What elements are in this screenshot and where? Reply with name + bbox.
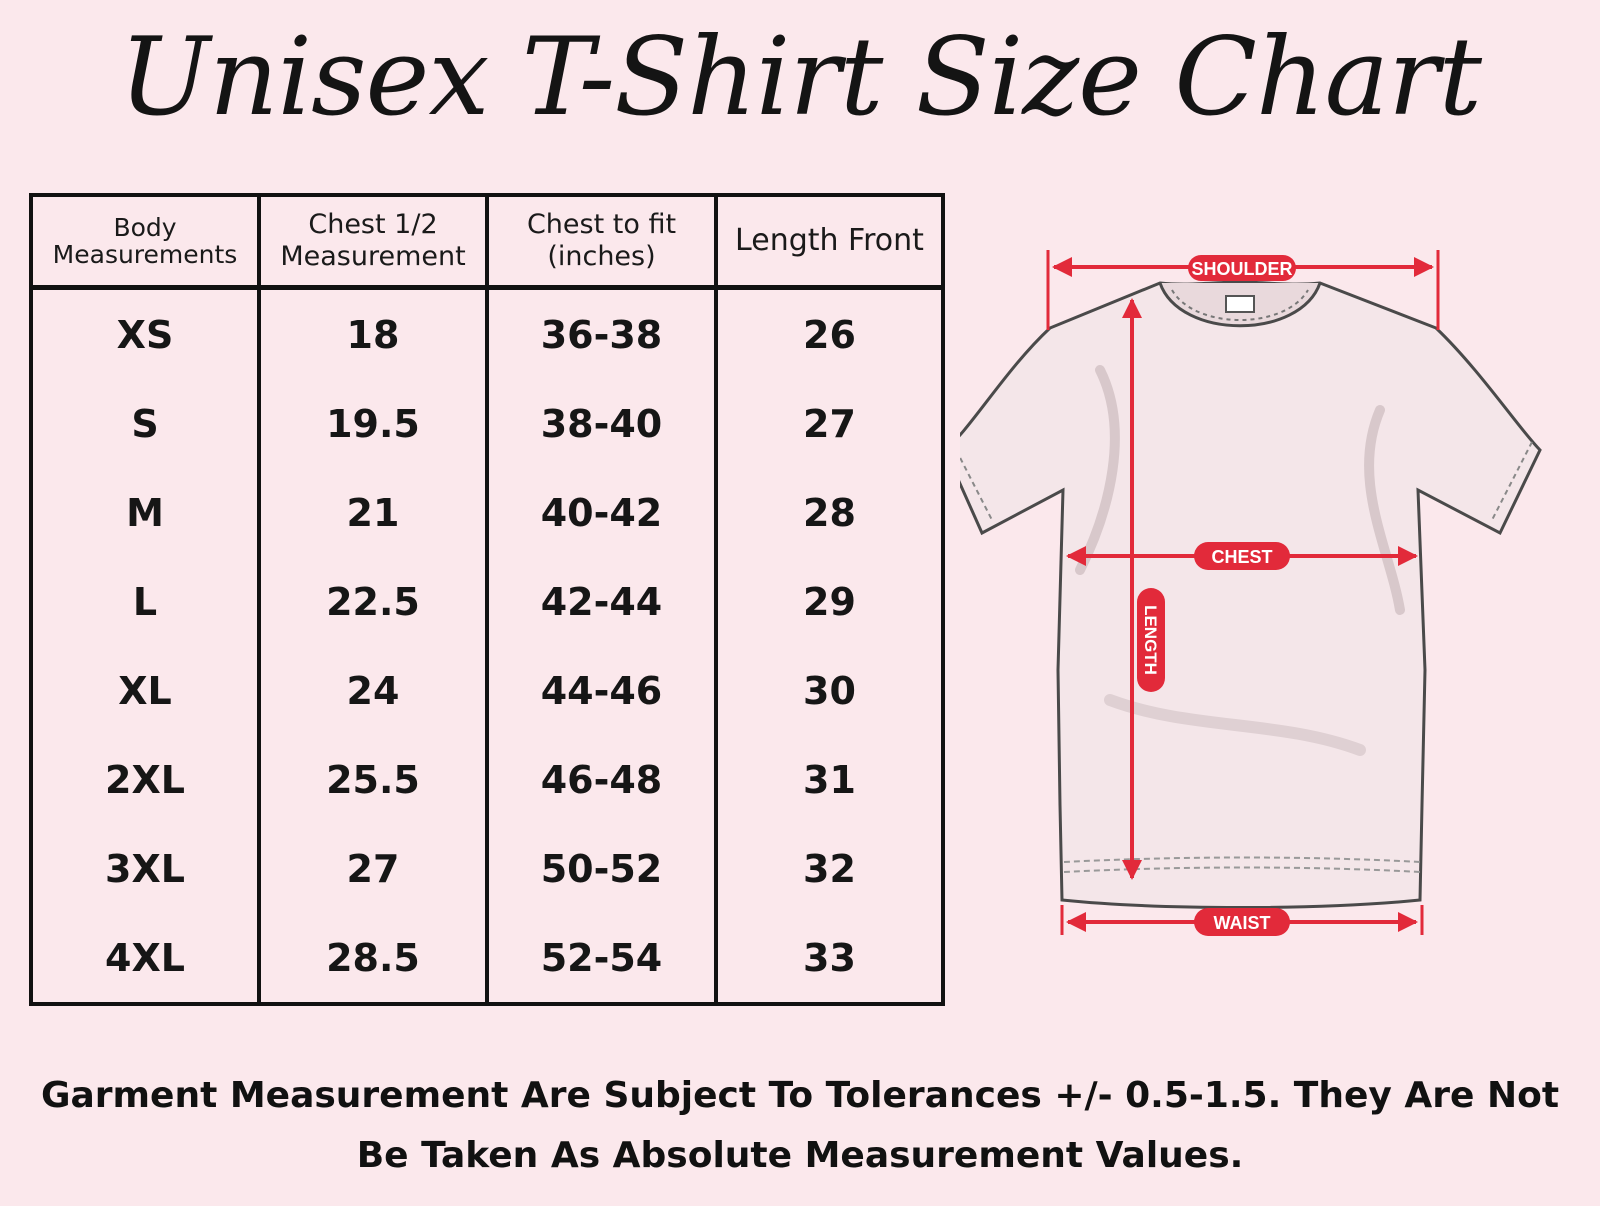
table-row: S 19.5 38-40 27 <box>29 379 945 468</box>
tolerance-note: Garment Measurement Are Subject To Toler… <box>0 1066 1600 1186</box>
chest-half-cell: 18 <box>257 287 489 379</box>
length-front-cell: 27 <box>714 379 945 468</box>
size-cell: XL <box>29 646 261 735</box>
chest-fit-cell: 46-48 <box>485 735 718 824</box>
waist-measure: WAIST <box>1060 905 1424 936</box>
table-header-row: Body Measurements Chest 1/2 Measurement … <box>29 193 945 290</box>
chest-fit-cell: 52-54 <box>485 913 718 1006</box>
size-cell: S <box>29 379 261 468</box>
size-cell: 3XL <box>29 824 261 913</box>
table-row: 4XL 28.5 52-54 33 <box>29 913 945 1006</box>
length-front-cell: 26 <box>714 287 945 379</box>
size-cell: 4XL <box>29 913 261 1006</box>
size-cell: XS <box>29 287 261 379</box>
header-chest-half: Chest 1/2 Measurement <box>257 193 489 290</box>
tolerance-note-line-1: Garment Measurement Are Subject To Toler… <box>40 1075 1560 1116</box>
chest-half-cell: 25.5 <box>257 735 489 824</box>
chest-fit-cell: 50-52 <box>485 824 718 913</box>
chest-half-cell: 24 <box>257 646 489 735</box>
size-cell: M <box>29 468 261 557</box>
tshirt-diagram: SHOULDER CHEST LENGTH WAIST <box>960 250 1542 936</box>
length-front-cell: 30 <box>714 646 945 735</box>
label-chest: CHEST <box>1211 547 1272 567</box>
length-front-cell: 32 <box>714 824 945 913</box>
label-shoulder: SHOULDER <box>1191 259 1292 279</box>
length-measure: LENGTH <box>1122 298 1165 880</box>
header-length-front: Length Front <box>714 193 945 290</box>
length-front-cell: 28 <box>714 468 945 557</box>
chest-half-cell: 21 <box>257 468 489 557</box>
chest-half-cell: 27 <box>257 824 489 913</box>
header-body-measurements: Body Measurements <box>29 193 261 290</box>
label-waist: WAIST <box>1214 913 1271 933</box>
tolerance-note-line-2: Be Taken As Absolute Measurement Values. <box>356 1135 1244 1176</box>
chest-fit-cell: 36-38 <box>485 287 718 379</box>
chest-fit-cell: 38-40 <box>485 379 718 468</box>
shoulder-measure: SHOULDER <box>1046 250 1440 330</box>
length-front-cell: 31 <box>714 735 945 824</box>
header-chest-to-fit: Chest to fit (inches) <box>485 193 718 290</box>
chest-fit-cell: 42-44 <box>485 557 718 646</box>
page-title: Unisex T-Shirt Size Chart <box>118 15 1482 140</box>
table-row: L 22.5 42-44 29 <box>29 557 945 646</box>
size-chart-table: Body Measurements Chest 1/2 Measurement … <box>29 193 945 1006</box>
table-row: 3XL 27 50-52 32 <box>29 824 945 913</box>
table-row: XL 24 44-46 30 <box>29 646 945 735</box>
chest-half-cell: 22.5 <box>257 557 489 646</box>
size-cell: L <box>29 557 261 646</box>
table-row: M 21 40-42 28 <box>29 468 945 557</box>
table-row: XS 18 36-38 26 <box>29 287 945 379</box>
table-body: XS 18 36-38 26 S 19.5 38-40 27 M 21 40-42 28 L 22.5 42… <box>29 287 945 1006</box>
label-length: LENGTH <box>1141 605 1160 675</box>
chest-half-cell: 19.5 <box>257 379 489 468</box>
length-front-cell: 33 <box>714 913 945 1006</box>
table-row: 2XL 25.5 46-48 31 <box>29 735 945 824</box>
chest-fit-cell: 40-42 <box>485 468 718 557</box>
chest-fit-cell: 44-46 <box>485 646 718 735</box>
size-cell: 2XL <box>29 735 261 824</box>
chest-half-cell: 28.5 <box>257 913 489 1006</box>
length-front-cell: 29 <box>714 557 945 646</box>
tshirt-outline <box>960 280 1542 909</box>
